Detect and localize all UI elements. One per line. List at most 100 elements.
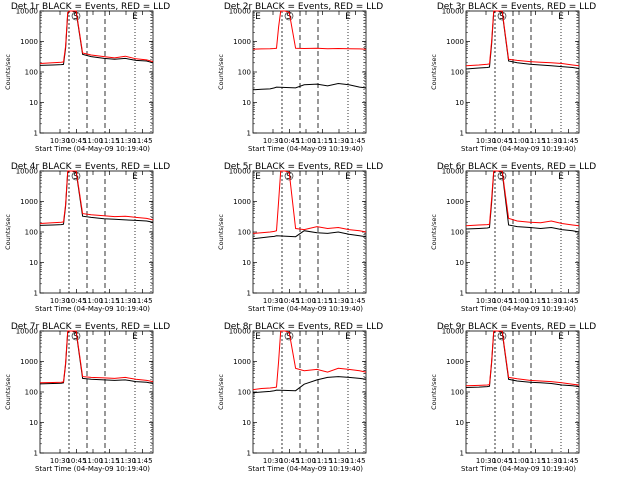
y-tick-label: 1 bbox=[34, 130, 38, 138]
chart-panel-1: Det 1r BLACK = Events, RED = LLD 1 10 100 10… bbox=[4, 2, 170, 153]
x-tick-label: 11:15 bbox=[525, 457, 545, 465]
y-tick-label: 1 bbox=[460, 450, 464, 458]
chart-panel-9: Det 9r BLACK = Events, RED = LLD 1 10 100 10… bbox=[430, 322, 596, 473]
x-tick-label: 11:15 bbox=[312, 297, 332, 305]
y-tick-label: 100 bbox=[25, 69, 38, 77]
chart-panel-5: Det 5r BLACK = Events, RED = LLD 1 10 100 10… bbox=[217, 162, 383, 313]
x-axis-label: Start Time (04-May-09 10:19:40) bbox=[248, 465, 363, 473]
series-line-red bbox=[465, 330, 580, 387]
y-tick-label: 100 bbox=[451, 229, 464, 237]
y-tick-label: 10000 bbox=[229, 168, 251, 176]
y-tick-label: 1 bbox=[247, 130, 251, 138]
event-marker-S: S bbox=[286, 332, 292, 342]
x-tick-label: 11:00 bbox=[509, 297, 529, 305]
y-tick-label: 1000 bbox=[446, 38, 464, 46]
x-tick-label: 10:45 bbox=[492, 297, 512, 305]
y-axis-label: Counts/sec bbox=[217, 54, 225, 90]
x-tick-label: 11:15 bbox=[99, 457, 119, 465]
x-tick-label: 10:30 bbox=[50, 297, 70, 305]
x-tick-label: 11:30 bbox=[329, 297, 349, 305]
series-line-red bbox=[39, 10, 154, 64]
y-tick-label: 1000 bbox=[20, 198, 38, 206]
chart-title: Det 9r BLACK = Events, RED = LLD bbox=[437, 322, 596, 332]
plot-frame bbox=[465, 170, 580, 294]
event-marker-E: E bbox=[255, 172, 261, 182]
event-marker-S: S bbox=[286, 12, 292, 22]
series-line-red bbox=[252, 170, 367, 234]
x-tick-label: 11:00 bbox=[83, 137, 103, 145]
x-tick-label: 10:30 bbox=[476, 297, 496, 305]
chart-panel-3: Det 3r BLACK = Events, RED = LLD 1 10 100 10… bbox=[430, 2, 596, 153]
x-tick-label: 11:45 bbox=[345, 457, 365, 465]
y-axis-label: Counts/sec bbox=[4, 214, 12, 250]
y-axis-label: Counts/sec bbox=[430, 374, 438, 410]
chart-title: Det 3r BLACK = Events, RED = LLD bbox=[437, 2, 596, 12]
event-marker-E: E bbox=[345, 172, 351, 182]
event-marker-E: E bbox=[132, 12, 138, 22]
y-tick-label: 10 bbox=[242, 99, 251, 107]
y-tick-label: 10 bbox=[455, 259, 464, 267]
x-tick-label: 11:00 bbox=[83, 297, 103, 305]
x-tick-label: 10:30 bbox=[263, 137, 283, 145]
y-tick-label: 10 bbox=[455, 99, 464, 107]
y-tick-label: 10000 bbox=[16, 168, 38, 176]
y-tick-label: 1 bbox=[34, 450, 38, 458]
chart-panel-7: Det 7r BLACK = Events, RED = LLD 1 10 100 10… bbox=[4, 322, 170, 473]
y-tick-label: 10 bbox=[29, 99, 38, 107]
y-tick-label: 10 bbox=[242, 419, 251, 427]
plot-frame bbox=[252, 330, 367, 454]
y-tick-label: 1 bbox=[34, 290, 38, 298]
x-tick-label: 10:30 bbox=[476, 457, 496, 465]
x-tick-label: 10:30 bbox=[50, 457, 70, 465]
chart-title: Det 7r BLACK = Events, RED = LLD bbox=[11, 322, 170, 332]
y-axis-label: Counts/sec bbox=[217, 214, 225, 250]
chart-title: Det 2r BLACK = Events, RED = LLD bbox=[224, 2, 383, 12]
y-axis-label: Counts/sec bbox=[430, 214, 438, 250]
x-tick-label: 11:00 bbox=[296, 137, 316, 145]
plot-frame bbox=[252, 10, 367, 134]
x-tick-label: 11:30 bbox=[116, 297, 136, 305]
event-marker-E: E bbox=[132, 172, 138, 182]
x-tick-label: 11:30 bbox=[116, 137, 136, 145]
event-marker-S: S bbox=[499, 172, 505, 182]
y-tick-label: 1000 bbox=[20, 358, 38, 366]
x-tick-label: 10:30 bbox=[476, 137, 496, 145]
x-axis-label: Start Time (04-May-09 10:19:40) bbox=[461, 465, 576, 473]
x-tick-label: 11:15 bbox=[312, 457, 332, 465]
x-tick-label: 11:45 bbox=[558, 137, 578, 145]
event-marker-S: S bbox=[499, 12, 505, 22]
event-marker-E: E bbox=[255, 12, 261, 22]
y-tick-label: 100 bbox=[25, 229, 38, 237]
series-line-red bbox=[252, 10, 367, 50]
x-tick-label: 11:30 bbox=[542, 457, 562, 465]
x-axis-label: Start Time (04-May-09 10:19:40) bbox=[35, 465, 150, 473]
y-tick-label: 10000 bbox=[229, 8, 251, 16]
y-tick-label: 1000 bbox=[233, 358, 251, 366]
y-tick-label: 1 bbox=[247, 450, 251, 458]
x-tick-label: 10:30 bbox=[263, 457, 283, 465]
series-line-red bbox=[39, 170, 154, 224]
x-tick-label: 11:15 bbox=[525, 297, 545, 305]
x-tick-label: 11:45 bbox=[558, 457, 578, 465]
x-axis-label: Start Time (04-May-09 10:19:40) bbox=[461, 305, 576, 313]
plot-frame bbox=[465, 330, 580, 454]
series-line-red bbox=[39, 330, 154, 384]
x-tick-label: 11:45 bbox=[558, 297, 578, 305]
plot-frame bbox=[39, 170, 154, 294]
event-marker-E: E bbox=[558, 172, 564, 182]
y-tick-label: 1000 bbox=[233, 198, 251, 206]
chart-panel-6: Det 6r BLACK = Events, RED = LLD 1 10 100 10… bbox=[430, 162, 596, 313]
event-marker-S: S bbox=[286, 172, 292, 182]
chart-title: Det 4r BLACK = Events, RED = LLD bbox=[11, 162, 170, 172]
x-axis-label: Start Time (04-May-09 10:19:40) bbox=[35, 305, 150, 313]
x-tick-label: 11:45 bbox=[345, 137, 365, 145]
x-tick-label: 11:15 bbox=[525, 137, 545, 145]
x-tick-label: 10:45 bbox=[492, 137, 512, 145]
y-tick-label: 100 bbox=[451, 69, 464, 77]
chart-title: Det 8r BLACK = Events, RED = LLD bbox=[224, 322, 383, 332]
y-axis-label: Counts/sec bbox=[217, 374, 225, 410]
y-tick-label: 10000 bbox=[229, 328, 251, 336]
plot-frame bbox=[39, 330, 154, 454]
y-tick-label: 10000 bbox=[16, 328, 38, 336]
